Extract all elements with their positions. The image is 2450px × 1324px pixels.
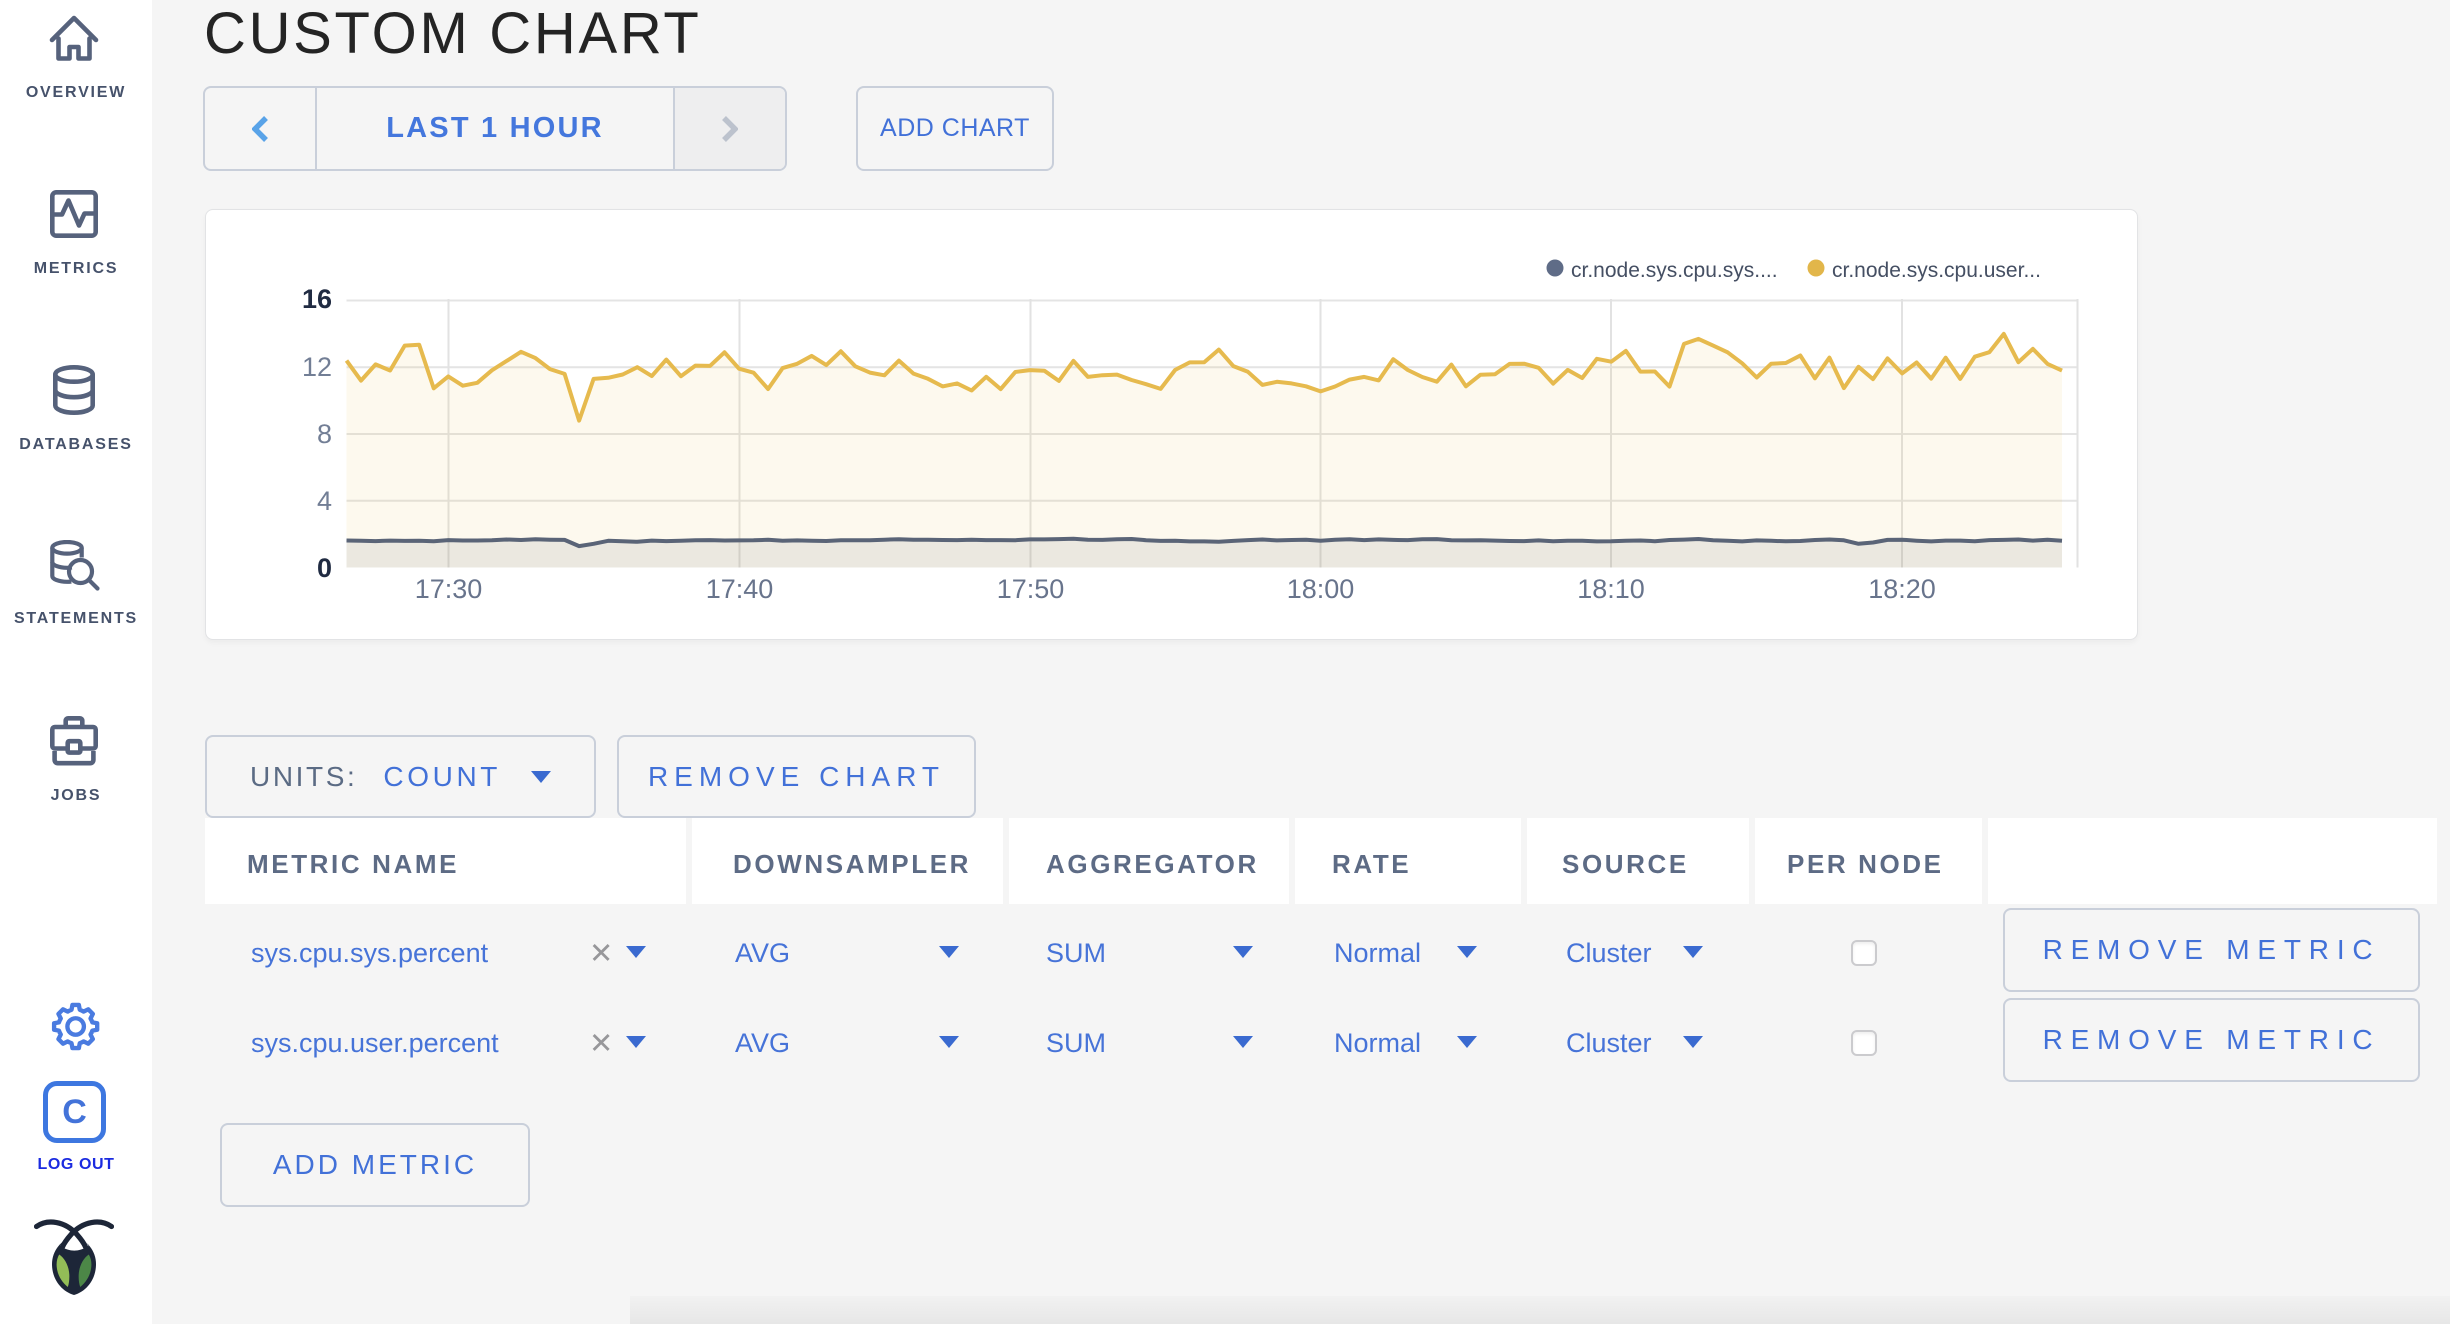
svg-text:cr.node.sys.cpu.user...: cr.node.sys.cpu.user... bbox=[1832, 259, 2041, 282]
svg-text:18:20: 18:20 bbox=[1868, 574, 1936, 604]
svg-text:18:10: 18:10 bbox=[1577, 574, 1645, 604]
svg-text:cr.node.sys.cpu.sys....: cr.node.sys.cpu.sys.... bbox=[1571, 259, 1778, 282]
svg-text:12: 12 bbox=[302, 352, 332, 382]
svg-text:8: 8 bbox=[317, 419, 332, 449]
svg-text:17:40: 17:40 bbox=[706, 574, 774, 604]
svg-text:17:50: 17:50 bbox=[997, 574, 1065, 604]
svg-text:4: 4 bbox=[317, 486, 332, 516]
svg-text:0: 0 bbox=[317, 553, 332, 583]
svg-text:17:30: 17:30 bbox=[415, 574, 483, 604]
svg-text:16: 16 bbox=[302, 284, 332, 314]
svg-text:18:00: 18:00 bbox=[1287, 574, 1355, 604]
